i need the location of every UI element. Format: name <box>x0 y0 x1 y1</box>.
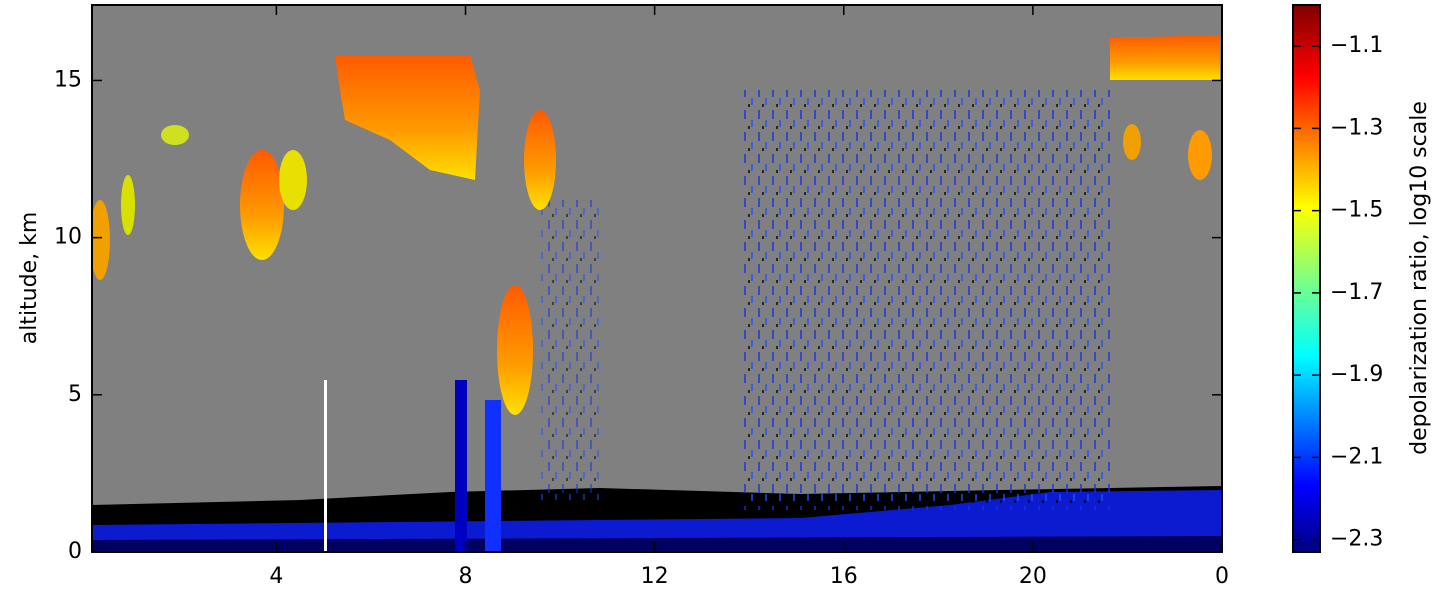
colorbar-label: depolarization ratio, log10 scale <box>1407 101 1432 455</box>
x-tick-label: 4 <box>269 564 283 589</box>
colorbar-tick-label: −2.3 <box>1330 527 1383 552</box>
colorbar-tick-label: −1.5 <box>1330 198 1383 223</box>
colorbar-tick-label: −1.7 <box>1330 280 1383 305</box>
heatmap-image <box>92 5 1222 552</box>
y-axis-label: altitude, km <box>17 212 42 345</box>
colorbar-tick-label: −1.1 <box>1330 33 1383 58</box>
x-tick-label: 8 <box>459 564 473 589</box>
y-tick-label: 10 <box>54 225 82 250</box>
y-tick-label: 15 <box>54 67 82 92</box>
colorbar-tick-label: −1.3 <box>1330 115 1383 140</box>
colorbar-frame <box>1292 4 1321 553</box>
y-tick-label: 0 <box>68 539 82 564</box>
colorbar-tick-label: −2.1 <box>1330 444 1383 469</box>
x-tick-label: 16 <box>830 564 858 589</box>
plot-frame <box>91 4 1223 553</box>
colorbar-tick-label: −1.9 <box>1330 362 1383 387</box>
x-tick-label: 0 <box>1215 564 1229 589</box>
x-tick-label: 20 <box>1019 564 1047 589</box>
y-tick-label: 5 <box>68 382 82 407</box>
colorbar <box>1293 5 1320 552</box>
x-tick-label: 12 <box>641 564 669 589</box>
